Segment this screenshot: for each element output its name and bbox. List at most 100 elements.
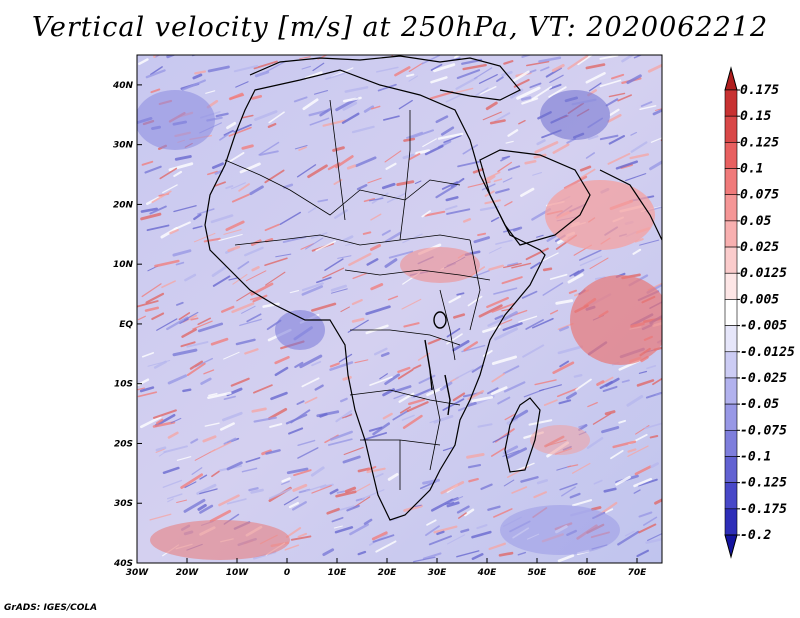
field-streak [282,183,294,189]
field-streak [644,422,662,430]
field-streak [624,530,635,537]
field-streak [162,184,178,194]
field-streak [384,373,400,386]
field-streak [482,171,501,182]
colorbar-segment [724,456,738,483]
field-streak [413,556,436,563]
field-streak [630,141,648,153]
field-streak [586,436,604,450]
colorbar-label: 0.075 [740,188,779,203]
field-streak [486,296,509,309]
field-streak [455,368,474,380]
field-streak [307,164,328,179]
field-streak [245,270,267,282]
field-streak [408,75,419,82]
field-streak [354,359,369,364]
field-streak [511,262,532,269]
field-streak [477,423,493,428]
field-streak [634,465,652,476]
field-streak [343,446,364,456]
lakes [424,311,451,416]
field-streak [507,262,519,267]
field-streak [402,414,423,429]
field-streak [503,381,526,393]
field-streak [207,65,230,73]
colorbar-label: 0.0125 [740,266,787,281]
field-streak [599,134,619,141]
field-streak [342,235,354,242]
field-streak [456,505,470,514]
field-streak [463,508,475,517]
field-streak [492,433,511,443]
field-streak [363,518,373,525]
field-streak [226,121,237,130]
field-streak [397,366,411,374]
field-streak [607,113,622,123]
field-streak [503,227,520,233]
field-streak [309,117,330,126]
field-streak [170,417,182,424]
field-streak [457,406,466,412]
field-streak [210,337,229,346]
field-streak [518,119,526,125]
field-streak [322,119,347,127]
field-streak [338,353,353,363]
field-streak [293,96,308,103]
field-streak [311,302,337,312]
field-streak [155,448,165,454]
field-streak [511,486,528,494]
field-streak [254,70,270,78]
field-streak [517,551,527,556]
colorbar-segment [724,272,738,300]
field-streak [477,232,487,237]
field-streak [329,361,354,371]
field-streak [326,507,340,515]
field-streak [208,392,218,397]
field-streak [219,422,235,431]
field-streak [660,139,662,142]
field-streak [390,517,399,522]
lake-victoria [433,311,447,329]
field-streak [218,233,243,242]
field-streak [403,322,420,328]
field-streak [503,262,522,269]
field-streak [456,550,480,558]
field-streak [516,86,541,100]
field-streak [568,289,578,294]
field-streak [548,86,567,98]
field-streak [482,325,501,333]
field-streak [342,455,361,464]
field-streak [191,467,203,475]
border-central-meridian [329,99,346,221]
field-streak [166,316,189,331]
field-streak [381,182,396,190]
field-streak [186,341,209,348]
field-streak [602,385,618,393]
field-streak [621,55,635,63]
field-streak [253,416,277,423]
field-streak [510,409,529,422]
field-streak [587,135,599,140]
field-streak [542,282,564,296]
field-streak [172,249,192,257]
field-streak [406,131,423,139]
field-streak [174,155,192,161]
field-streak [223,437,237,446]
lake-tanganyika [424,339,433,391]
field-streak [229,152,245,163]
colorbar-segment [724,115,738,143]
field-streak [137,315,146,321]
field-streak [246,313,262,323]
field-streak [436,530,445,536]
field-streak [167,498,174,503]
field-streak [588,82,602,92]
field-streak [166,493,183,500]
field-streak [335,155,354,169]
field-streak [440,480,465,495]
field-streak [258,141,280,156]
field-streak [604,410,616,416]
field-streak [534,379,557,386]
red-patch-arabian-sea [545,180,655,250]
field-streak [346,164,357,170]
field-streak [218,494,240,507]
